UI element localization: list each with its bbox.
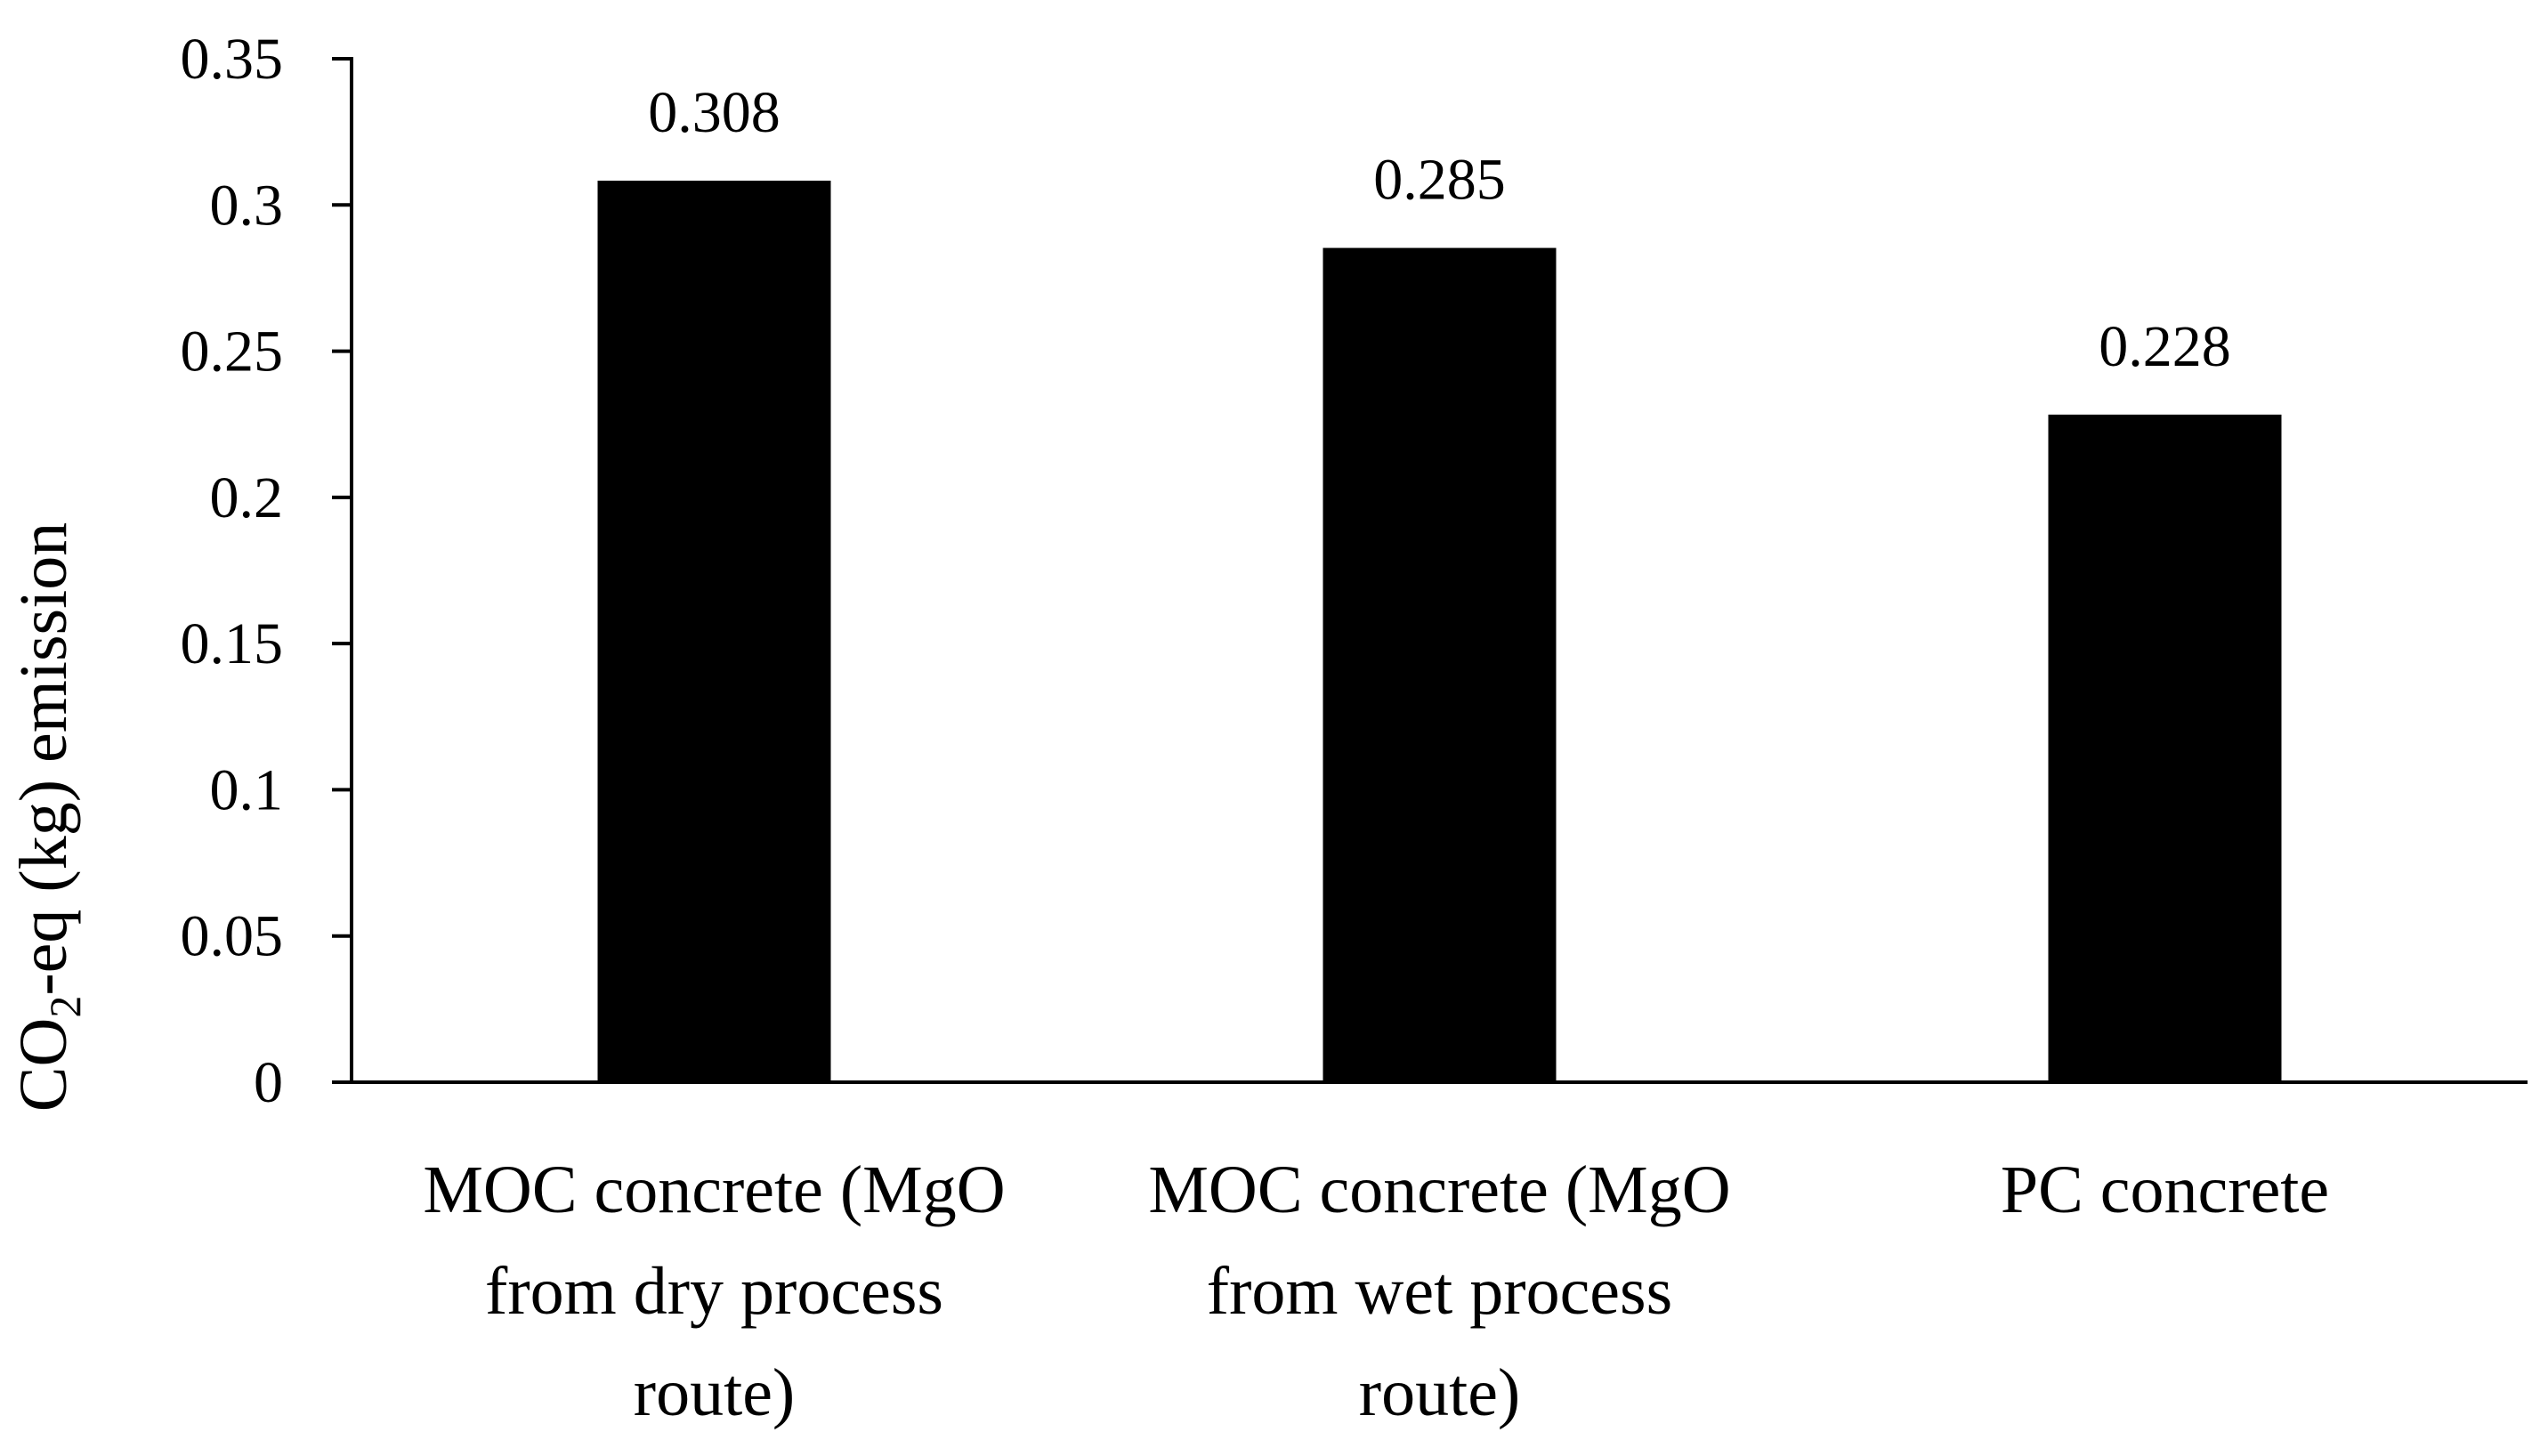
bars [597, 181, 2282, 1084]
y-axis-title-subscript: 2 [40, 996, 90, 1018]
y-tick-label: 0.3 [210, 173, 284, 238]
bar [2048, 414, 2282, 1084]
x-category-label-line: route) [634, 1355, 795, 1430]
bar [597, 181, 831, 1083]
data-label: 0.228 [2099, 314, 2231, 379]
x-category-label-line: from wet process [1207, 1254, 1672, 1329]
y-axis-title: CO2-eq (kg) emission [6, 522, 90, 1112]
x-category-label-line: from dry process [485, 1254, 943, 1329]
y-tick-label: 0.15 [181, 611, 284, 676]
y-tick-label: 0.05 [181, 904, 284, 969]
y-axis-title-main: CO [6, 1018, 81, 1112]
y-tick-label: 0.35 [181, 27, 284, 92]
y-tick-label: 0.25 [181, 320, 284, 384]
y-axis-title-rest: -eq (kg) emission [6, 522, 81, 996]
x-category-label-line: MOC concrete (MgO [423, 1153, 1005, 1227]
data-label: 0.285 [1373, 148, 1506, 213]
x-category-label-line: MOC concrete (MgO [1148, 1153, 1730, 1227]
data-labels: 0.308 0.285 0.228 [648, 80, 2231, 379]
x-category-label-line: PC concrete [2001, 1153, 2329, 1227]
y-tick-label: 0.1 [210, 757, 284, 822]
y-tick-label: 0 [254, 1050, 283, 1115]
bar [1323, 247, 1557, 1084]
x-category-label: MOC concrete (MgO from wet process route) [1148, 1153, 1730, 1430]
x-axis: MOC concrete (MgO from dry process route)M… [350, 1080, 2528, 1430]
x-category-label-line: route) [1359, 1355, 1520, 1430]
y-tick-label: 0.2 [210, 465, 284, 530]
y-axis: 0 0.05 0.1 0.15 0.2 0.25 0.3 0.35 [181, 27, 353, 1115]
x-category-label: PC concrete [2001, 1153, 2329, 1227]
x-category-label: MOC concrete (MgO from dry process route) [423, 1153, 1005, 1430]
data-label: 0.308 [648, 80, 781, 145]
